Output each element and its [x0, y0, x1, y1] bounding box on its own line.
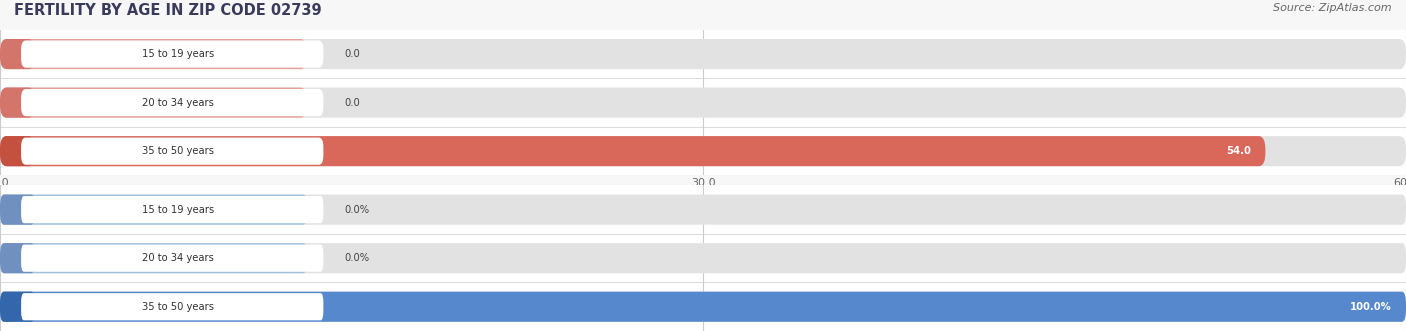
FancyBboxPatch shape	[0, 88, 35, 118]
FancyBboxPatch shape	[0, 243, 1406, 273]
FancyBboxPatch shape	[0, 78, 1406, 127]
FancyBboxPatch shape	[0, 39, 308, 69]
FancyBboxPatch shape	[0, 195, 307, 225]
FancyBboxPatch shape	[0, 292, 35, 322]
FancyBboxPatch shape	[0, 292, 1406, 322]
FancyBboxPatch shape	[0, 185, 1406, 234]
FancyBboxPatch shape	[0, 243, 307, 273]
Text: 35 to 50 years: 35 to 50 years	[142, 146, 214, 156]
Text: 15 to 19 years: 15 to 19 years	[142, 49, 214, 59]
FancyBboxPatch shape	[21, 138, 323, 165]
FancyBboxPatch shape	[0, 127, 1406, 175]
FancyBboxPatch shape	[0, 88, 1406, 118]
Text: 35 to 50 years: 35 to 50 years	[142, 302, 214, 312]
FancyBboxPatch shape	[0, 136, 35, 166]
Text: 54.0: 54.0	[1226, 146, 1251, 156]
FancyBboxPatch shape	[0, 136, 1406, 166]
Text: 15 to 19 years: 15 to 19 years	[142, 205, 214, 214]
FancyBboxPatch shape	[0, 195, 1406, 225]
FancyBboxPatch shape	[21, 245, 323, 272]
FancyBboxPatch shape	[0, 292, 1406, 322]
FancyBboxPatch shape	[0, 234, 1406, 282]
FancyBboxPatch shape	[21, 293, 323, 320]
Text: 20 to 34 years: 20 to 34 years	[142, 253, 214, 263]
FancyBboxPatch shape	[0, 30, 1406, 78]
Text: 0.0%: 0.0%	[344, 205, 370, 214]
FancyBboxPatch shape	[0, 88, 308, 118]
Text: 0.0: 0.0	[344, 98, 360, 108]
FancyBboxPatch shape	[0, 39, 35, 69]
FancyBboxPatch shape	[0, 195, 35, 225]
Text: 20 to 34 years: 20 to 34 years	[142, 98, 214, 108]
Text: 0.0: 0.0	[344, 49, 360, 59]
FancyBboxPatch shape	[21, 89, 323, 116]
Text: FERTILITY BY AGE IN ZIP CODE 02739: FERTILITY BY AGE IN ZIP CODE 02739	[14, 3, 322, 18]
FancyBboxPatch shape	[0, 282, 1406, 331]
FancyBboxPatch shape	[21, 196, 323, 223]
Text: Source: ZipAtlas.com: Source: ZipAtlas.com	[1274, 3, 1392, 13]
FancyBboxPatch shape	[21, 40, 323, 68]
Text: 0.0%: 0.0%	[344, 253, 370, 263]
Text: 100.0%: 100.0%	[1350, 302, 1392, 312]
FancyBboxPatch shape	[0, 136, 1265, 166]
FancyBboxPatch shape	[0, 243, 35, 273]
FancyBboxPatch shape	[0, 39, 1406, 69]
